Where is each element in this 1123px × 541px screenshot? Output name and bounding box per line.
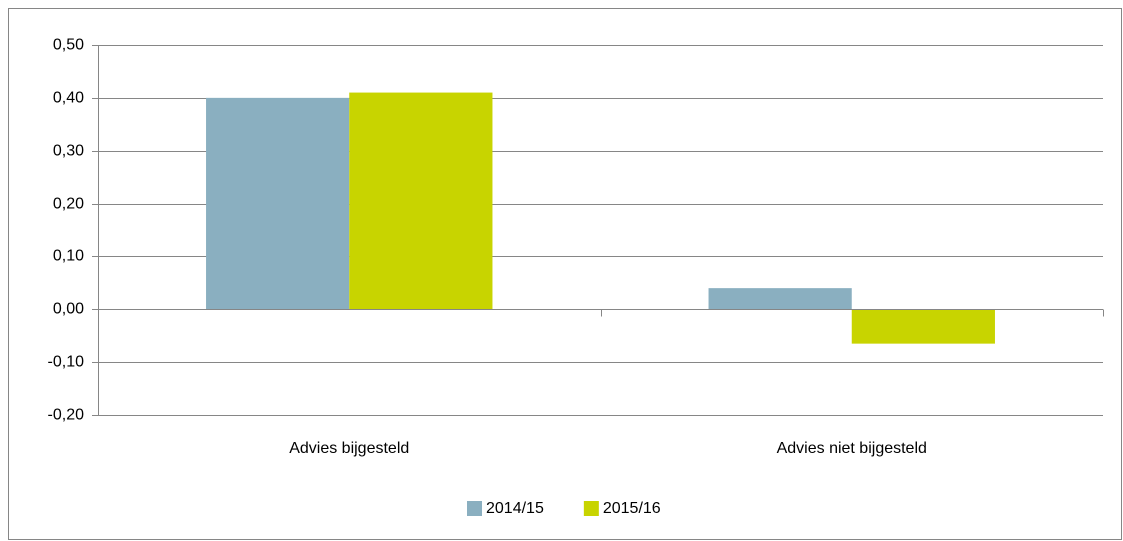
y-tick-label: 0,20 (53, 196, 84, 213)
y-tick-label: 0,40 (53, 90, 84, 107)
y-tick-label: 0,10 (53, 248, 84, 265)
y-tick-label: 0,30 (53, 143, 84, 160)
legend-label: 2015/16 (603, 500, 661, 517)
bar (206, 97, 350, 310)
legend-label: 2014/15 (486, 500, 544, 517)
chart-frame (8, 8, 1122, 540)
y-tick-label: 0,50 (53, 37, 84, 54)
bar (349, 92, 493, 310)
x-tick-label: Advies niet bijgesteld (777, 440, 927, 457)
y-tick-label: -0,20 (48, 407, 85, 424)
legend-swatch (583, 501, 599, 516)
legend-swatch (467, 501, 482, 516)
bar (851, 309, 995, 344)
y-tick-label: -0,10 (48, 354, 85, 371)
x-tick-label: Advies bijgesteld (289, 440, 409, 457)
y-tick-label: 0,00 (53, 301, 84, 318)
bar (708, 288, 852, 310)
